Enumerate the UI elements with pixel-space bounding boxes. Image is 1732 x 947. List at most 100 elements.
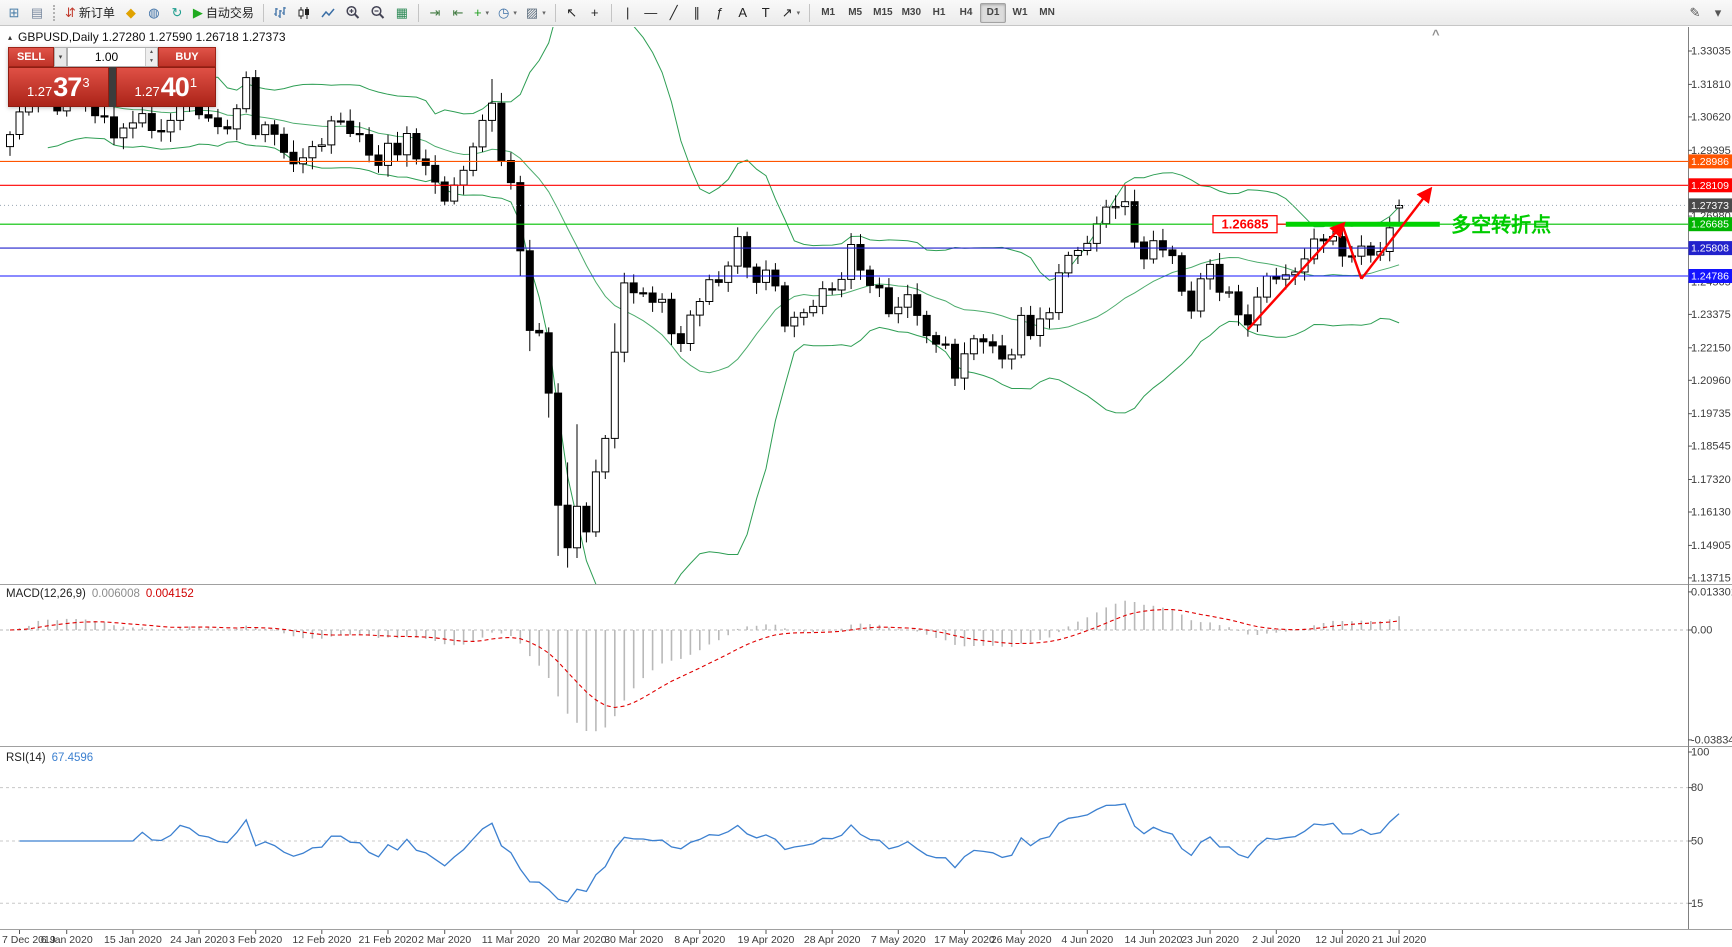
autotrade-button[interactable]: ▶ 自动交易 bbox=[189, 2, 258, 24]
line-chart-button[interactable] bbox=[317, 2, 340, 24]
data-window-icon: ◍ bbox=[148, 5, 160, 20]
zoom-out-icon bbox=[370, 5, 386, 20]
timeframe-m5-button[interactable]: M5 bbox=[842, 3, 868, 23]
spin-up-icon[interactable]: ▲ bbox=[146, 48, 157, 57]
volume-spinner: ▲ ▼ bbox=[145, 48, 157, 66]
horizontal-line-button[interactable]: — bbox=[640, 2, 662, 24]
date-label: 4 Jun 2020 bbox=[1061, 934, 1113, 946]
crosshair-button[interactable]: + bbox=[584, 2, 606, 24]
date-label: 26 May 2020 bbox=[991, 934, 1052, 946]
date-label: 30 Mar 2020 bbox=[604, 934, 663, 946]
text-label-icon: T bbox=[761, 5, 770, 20]
new-order-button[interactable]: ⇵ 新订单 bbox=[61, 2, 119, 24]
buy-label[interactable]: BUY bbox=[158, 47, 216, 67]
more-icon: ▾ bbox=[1714, 5, 1722, 20]
candlestick-chart-icon bbox=[297, 6, 312, 20]
refresh-button[interactable]: ↻ bbox=[166, 2, 188, 24]
timeframe-m30-button[interactable]: M30 bbox=[898, 3, 925, 23]
spin-down-icon[interactable]: ▼ bbox=[146, 57, 157, 66]
new-order-icon: ⇵ bbox=[65, 5, 76, 20]
vertical-line-button[interactable]: | bbox=[617, 2, 639, 24]
buy-button[interactable]: 1.27 40 1 bbox=[115, 67, 216, 107]
pane-separators[interactable] bbox=[0, 584, 1732, 930]
price-axis[interactable]: 1.330351.318101.306201.293951.269801.245… bbox=[1688, 46, 1732, 910]
edit-button[interactable]: ✎ bbox=[1684, 2, 1706, 24]
trendline-button[interactable]: ╱ bbox=[663, 2, 685, 24]
periods-icon: ◷ bbox=[498, 5, 510, 20]
more-button[interactable]: ▾ bbox=[1707, 2, 1729, 24]
macd-scale-label: -0.038343 bbox=[1691, 734, 1732, 746]
timeframe-mn-button[interactable]: MN bbox=[1034, 3, 1060, 23]
price-tick-label: 1.19735 bbox=[1691, 408, 1731, 420]
profiles-button[interactable]: ▤ bbox=[26, 2, 48, 24]
candlestick-chart-button[interactable] bbox=[293, 2, 316, 24]
macd-scale-label: 0.013301 bbox=[1691, 586, 1732, 598]
fibonacci-icon: ƒ bbox=[716, 5, 724, 20]
new-chart-button[interactable]: ⊞ bbox=[3, 2, 25, 24]
templates-button[interactable]: ▨ ▾ bbox=[522, 2, 550, 24]
zoom-in-button[interactable] bbox=[341, 2, 365, 24]
price-tick-label: 1.33035 bbox=[1691, 46, 1731, 58]
macd-pane[interactable] bbox=[0, 600, 1688, 732]
timeframe-h1-button[interactable]: H1 bbox=[926, 3, 952, 23]
timeframe-h4-button[interactable]: H4 bbox=[953, 3, 979, 23]
price-marker-label: 1.24786 bbox=[1691, 271, 1729, 283]
date-label: 15 Jan 2020 bbox=[104, 934, 162, 946]
symbol-marker-icon: ▴ bbox=[8, 32, 13, 42]
auto-scroll-button[interactable]: ⇥ bbox=[424, 2, 446, 24]
indicators-icon: + bbox=[473, 5, 482, 20]
trendline-icon: ╱ bbox=[669, 5, 678, 20]
zoom-out-button[interactable] bbox=[366, 2, 390, 24]
cursor-button[interactable]: ↖ bbox=[561, 2, 583, 24]
date-label: 6 Jan 2020 bbox=[41, 934, 93, 946]
symbol-ohlc-text: GBPUSD,Daily 1.27280 1.27590 1.26718 1.2… bbox=[18, 30, 286, 44]
timeframe-m15-button[interactable]: M15 bbox=[869, 3, 896, 23]
svg-text:1.26685: 1.26685 bbox=[1222, 217, 1269, 232]
sell-label[interactable]: SELL bbox=[8, 47, 54, 67]
cursor-icon: ↖ bbox=[566, 5, 578, 20]
edit-icon: ✎ bbox=[1689, 5, 1701, 20]
price-marker bbox=[1688, 178, 1732, 193]
market-watch-button[interactable]: ◆ bbox=[120, 2, 142, 24]
text-label-button[interactable]: T bbox=[755, 2, 777, 24]
chart-shift-button[interactable]: ⇤ bbox=[447, 2, 469, 24]
price-tick-label: 1.20960 bbox=[1691, 375, 1731, 387]
macd-histogram bbox=[18, 600, 1400, 732]
timeframe-d1-button[interactable]: D1 bbox=[980, 2, 1007, 23]
order-settings-dropdown[interactable]: ▾ bbox=[54, 47, 67, 67]
bollinger-bands bbox=[47, 27, 1400, 584]
macd-indicator-label: MACD(12,26,9) 0.006008 0.004152 bbox=[6, 588, 194, 600]
symbol-info: ▴ GBPUSD,Daily 1.27280 1.27590 1.26718 1… bbox=[8, 30, 286, 44]
timeframe-m1-button[interactable]: M1 bbox=[815, 3, 841, 23]
date-label: 2 Jul 2020 bbox=[1252, 934, 1301, 946]
market-watch-icon: ◆ bbox=[125, 5, 136, 20]
date-label: 23 Jun 2020 bbox=[1181, 934, 1239, 946]
macd-signal-line bbox=[9, 609, 1400, 709]
sell-button[interactable]: 1.27 37 3 bbox=[8, 67, 109, 107]
tile-windows-button[interactable]: ▦ bbox=[391, 2, 413, 24]
periods-button[interactable]: ◷ ▾ bbox=[494, 2, 521, 24]
tile-windows-icon: ▦ bbox=[395, 5, 409, 20]
data-window-button[interactable]: ◍ bbox=[143, 2, 165, 24]
timeframe-w1-button[interactable]: W1 bbox=[1007, 3, 1033, 23]
indicators-button[interactable]: + ▾ bbox=[470, 2, 493, 24]
arrow-annotations[interactable] bbox=[1247, 186, 1433, 331]
text-button[interactable]: A bbox=[732, 2, 754, 24]
price-pane[interactable]: 1.26685 多空转折点 bbox=[0, 0, 1688, 604]
turning-point-note[interactable]: 多空转折点 bbox=[1451, 212, 1551, 236]
rsi-pane[interactable] bbox=[0, 787, 1688, 904]
volume-input[interactable] bbox=[68, 48, 145, 66]
chevron-up-icon[interactable]: ^ bbox=[1432, 27, 1440, 42]
bar-chart-button[interactable] bbox=[269, 2, 292, 24]
arrows-button[interactable]: ↗ ▾ bbox=[778, 2, 804, 24]
auto-scroll-icon: ⇥ bbox=[429, 5, 441, 20]
date-label: 11 Mar 2020 bbox=[482, 934, 540, 946]
equidistant-channel-button[interactable]: ∥ bbox=[686, 2, 708, 24]
price-callout[interactable]: 1.26685 bbox=[1212, 215, 1286, 234]
toolbar: ⊞ ▤ ⇵ 新订单 ◆ ◍ ↻ ▶ 自动交易 ▦ ⇥ ⇤ + ▾ ◷ ▾ ▨ ▾ ↖ + | — ╱ ∥ ƒ A T ↗ ▾ M1 M5 M1… bbox=[0, 0, 1732, 26]
date-label: 17 May 2020 bbox=[934, 934, 995, 946]
fibonacci-button[interactable]: ƒ bbox=[709, 2, 731, 24]
